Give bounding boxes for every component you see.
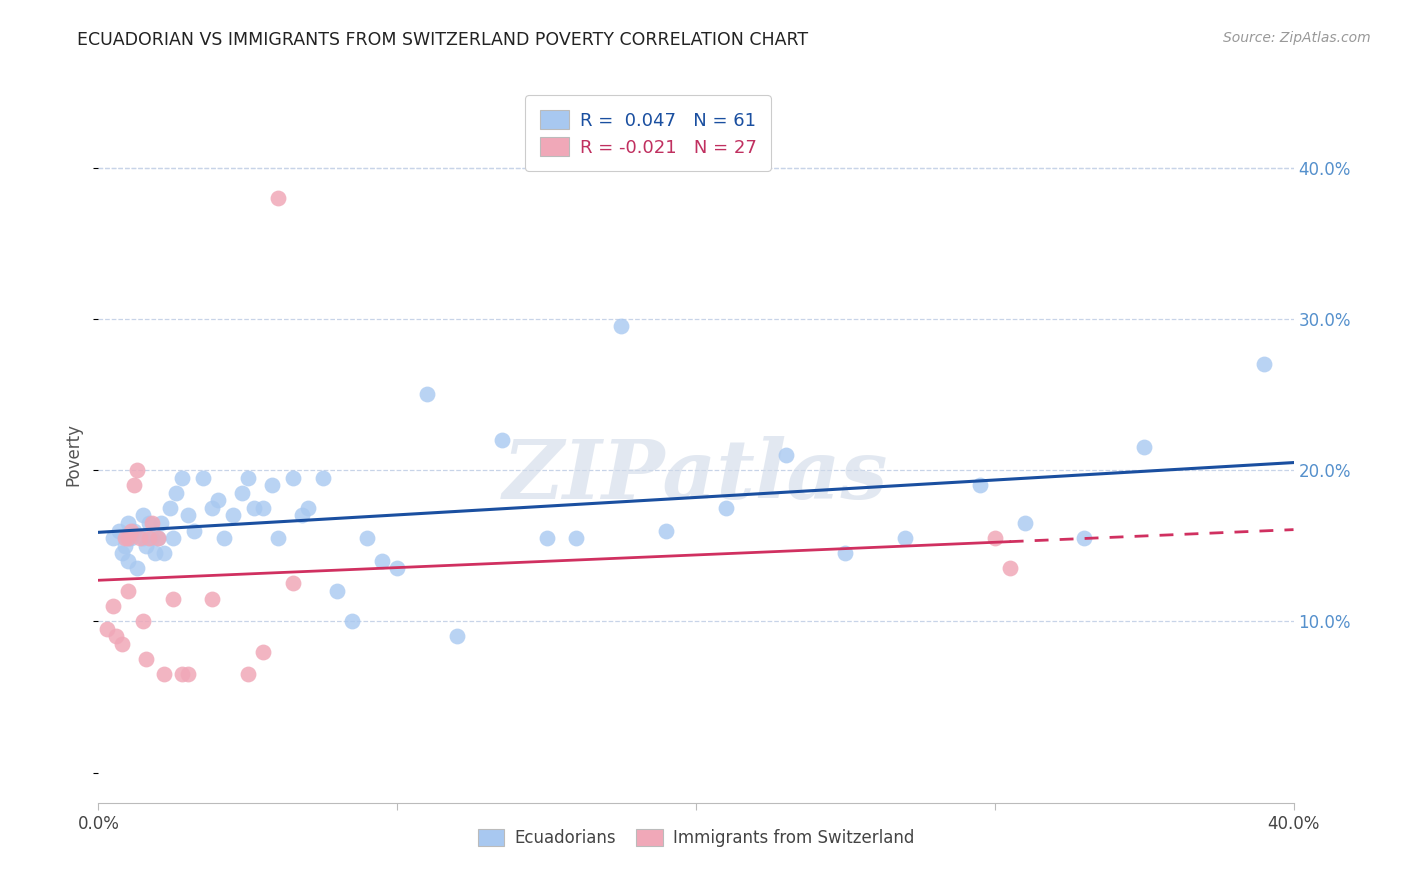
Point (1014, 516, 1036, 530)
Point (177, 667, 200, 681)
Y-axis label: Poverty: Poverty (65, 424, 83, 486)
Point (984, 531, 1007, 545)
Text: Source: ZipAtlas.com: Source: ZipAtlas.com (1223, 31, 1371, 45)
Point (127, 463, 149, 477)
Point (243, 500, 266, 515)
Point (159, 500, 181, 515)
Point (311, 470, 333, 484)
Point (129, 531, 152, 545)
Point (114, 531, 136, 545)
Point (775, 448, 797, 462)
Point (1253, 357, 1275, 371)
Point (132, 508, 155, 523)
Point (252, 644, 274, 658)
Point (162, 591, 184, 606)
Point (162, 531, 184, 545)
Point (143, 546, 166, 560)
Point (153, 546, 176, 560)
Point (135, 539, 157, 553)
Point (103, 599, 125, 614)
Point (236, 470, 259, 484)
Point (565, 531, 588, 545)
Point (222, 508, 245, 523)
Point (191, 470, 214, 484)
Point (183, 524, 205, 538)
Point (252, 500, 274, 515)
Point (207, 493, 229, 508)
Point (267, 191, 290, 205)
Point (281, 470, 304, 484)
Point (141, 531, 163, 545)
Point (231, 485, 253, 500)
Point (536, 531, 558, 545)
Point (108, 524, 131, 538)
Point (148, 531, 170, 545)
Point (148, 531, 170, 545)
Point (172, 667, 194, 681)
Point (153, 667, 176, 681)
Point (114, 539, 136, 553)
Point (297, 500, 319, 515)
Point (1133, 441, 1156, 455)
Point (446, 629, 468, 643)
Point (132, 615, 155, 629)
Point (138, 531, 160, 545)
Point (96, 622, 118, 636)
Point (714, 500, 737, 515)
Point (201, 591, 224, 606)
Point (117, 531, 139, 545)
Point (260, 478, 283, 492)
Point (120, 531, 142, 545)
Text: ECUADORIAN VS IMMIGRANTS FROM SWITZERLAND POVERTY CORRELATION CHART: ECUADORIAN VS IMMIGRANTS FROM SWITZERLAN… (77, 31, 808, 49)
Point (267, 531, 290, 545)
Point (212, 531, 235, 545)
Point (165, 485, 187, 500)
Point (655, 524, 678, 538)
Point (326, 584, 349, 599)
Point (834, 546, 856, 560)
Point (124, 478, 146, 492)
Point (111, 637, 134, 651)
Point (416, 387, 439, 401)
Point (172, 470, 194, 484)
Point (385, 561, 409, 575)
Point (894, 531, 917, 545)
Point (132, 531, 155, 545)
Point (371, 554, 394, 568)
Point (117, 554, 139, 568)
Point (291, 508, 314, 523)
Point (150, 516, 173, 530)
Point (201, 500, 224, 515)
Point (117, 531, 139, 545)
Point (998, 561, 1021, 575)
Point (135, 652, 157, 666)
Point (127, 561, 149, 575)
Point (236, 667, 259, 681)
Point (117, 516, 139, 530)
Point (1073, 531, 1095, 545)
Text: ZIPatlas: ZIPatlas (503, 436, 889, 516)
Legend: Ecuadorians, Immigrants from Switzerland: Ecuadorians, Immigrants from Switzerland (471, 822, 921, 854)
Point (111, 546, 134, 560)
Point (105, 629, 128, 643)
Point (356, 531, 378, 545)
Point (342, 615, 364, 629)
Point (610, 319, 633, 334)
Point (124, 524, 146, 538)
Point (491, 433, 513, 447)
Point (138, 516, 160, 530)
Point (120, 524, 142, 538)
Point (969, 478, 991, 492)
Point (141, 516, 163, 530)
Point (117, 584, 139, 599)
Point (281, 576, 304, 591)
Point (103, 531, 125, 545)
Point (177, 508, 200, 523)
